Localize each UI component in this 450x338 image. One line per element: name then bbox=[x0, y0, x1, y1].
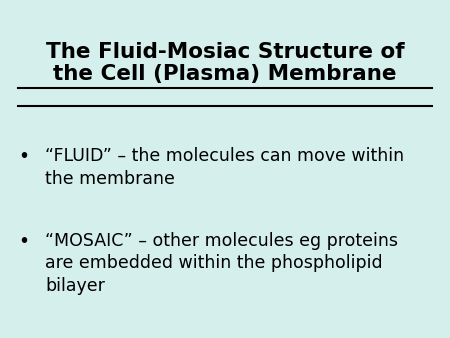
Text: “MOSAIC” – other molecules eg proteins
are embedded within the phospholipid
bila: “MOSAIC” – other molecules eg proteins a… bbox=[45, 232, 398, 295]
Text: The Fluid-Mosiac Structure of: The Fluid-Mosiac Structure of bbox=[46, 42, 404, 63]
Text: •: • bbox=[18, 232, 29, 250]
Text: “FLUID” – the molecules can move within
the membrane: “FLUID” – the molecules can move within … bbox=[45, 147, 404, 188]
Text: the Cell (Plasma) Membrane: the Cell (Plasma) Membrane bbox=[53, 64, 397, 84]
Text: •: • bbox=[18, 147, 29, 166]
